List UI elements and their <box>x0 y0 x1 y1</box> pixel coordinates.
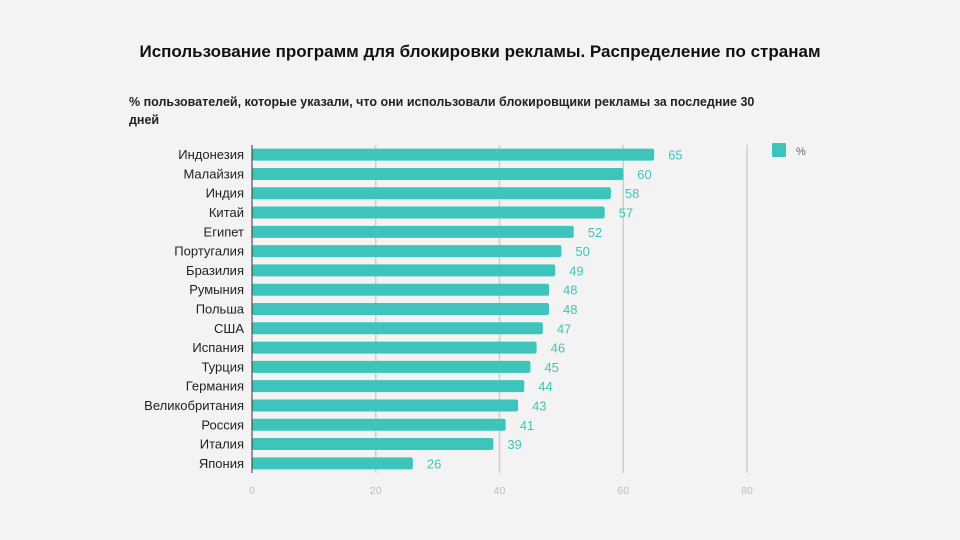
bar <box>252 341 537 354</box>
category-label: Италия <box>200 437 244 452</box>
page-title: Использование программ для блокировки ре… <box>139 42 821 61</box>
bar <box>252 380 525 393</box>
bar <box>252 418 506 431</box>
x-tick-label: 60 <box>617 485 629 497</box>
bar <box>252 360 531 373</box>
bar <box>252 322 543 335</box>
data-label: 41 <box>520 418 534 433</box>
bar <box>252 264 556 277</box>
legend-swatch <box>772 143 786 157</box>
data-label: 47 <box>557 321 571 336</box>
category-label: Турция <box>201 359 244 374</box>
data-label: 39 <box>507 437 521 452</box>
x-tick-label: 0 <box>249 485 255 497</box>
x-tick-label: 40 <box>494 485 506 497</box>
data-label: 65 <box>668 148 682 163</box>
category-label: Великобритания <box>144 398 244 413</box>
legend-label: % <box>796 146 806 158</box>
x-tick-label: 80 <box>741 485 753 497</box>
data-label: 46 <box>551 341 565 356</box>
data-label: 52 <box>588 225 602 240</box>
bar <box>252 457 413 470</box>
data-label: 58 <box>625 186 639 201</box>
category-label: Япония <box>199 456 244 471</box>
bar <box>252 303 549 315</box>
data-label: 49 <box>569 263 583 278</box>
data-label: 48 <box>563 283 577 298</box>
bar <box>252 438 494 451</box>
bar <box>252 225 574 238</box>
bar <box>252 167 624 180</box>
bar <box>252 399 519 412</box>
category-label: Индия <box>206 186 244 201</box>
bar <box>252 148 655 161</box>
category-label: Германия <box>186 379 244 394</box>
x-tick-label: 20 <box>370 485 382 497</box>
category-label: Индонезия <box>178 147 244 162</box>
data-label: 45 <box>544 360 558 375</box>
data-label: 60 <box>637 167 651 182</box>
bar <box>252 245 562 258</box>
category-label: Бразилия <box>186 263 244 278</box>
data-label: 57 <box>619 206 633 221</box>
bar <box>252 206 605 219</box>
category-label: Португалия <box>174 244 244 259</box>
data-label: 50 <box>575 244 589 259</box>
category-label: Испания <box>192 340 244 355</box>
bar <box>252 187 611 200</box>
data-label: 44 <box>538 379 552 394</box>
category-label: Россия <box>201 417 244 432</box>
category-label: Польша <box>196 302 245 317</box>
category-label: Румыния <box>189 282 244 297</box>
category-label: США <box>214 321 244 336</box>
category-label: Египет <box>204 224 245 239</box>
category-label: Китай <box>209 205 244 220</box>
category-label: Малайзия <box>183 166 244 181</box>
data-label: 43 <box>532 398 546 413</box>
chart-subtitle: % пользователей, которые указали, что он… <box>129 95 755 127</box>
bar <box>252 283 549 296</box>
data-label: 26 <box>427 456 441 471</box>
data-label: 48 <box>563 302 577 317</box>
